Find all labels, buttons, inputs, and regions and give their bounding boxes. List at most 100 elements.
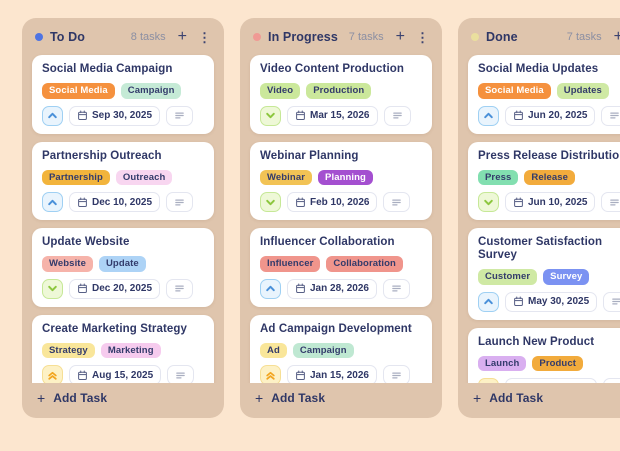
notes-button[interactable] <box>601 105 620 126</box>
column-menu-button[interactable]: ⋮ <box>198 31 211 44</box>
priority-button[interactable] <box>42 365 63 383</box>
task-card[interactable]: Partnership Outreach Partnership Outreach <box>32 141 214 220</box>
task-card[interactable]: Ad Campaign Development Ad Campaign <box>250 314 432 383</box>
notes-button[interactable] <box>603 291 620 312</box>
column-title: To Do <box>50 30 85 44</box>
add-task-label: Add Task <box>53 391 108 405</box>
notes-icon <box>392 112 402 119</box>
notes-button[interactable] <box>166 105 194 126</box>
column-title: In Progress <box>268 30 338 44</box>
task-meta: Jan 15, 2026 <box>260 365 422 383</box>
chevron-down-icon <box>266 199 275 205</box>
task-card[interactable]: Social Media Campaign Social Media Campai… <box>32 55 214 134</box>
task-tag: Webinar <box>260 169 313 185</box>
priority-button[interactable] <box>42 192 63 212</box>
notes-button[interactable] <box>382 365 410 383</box>
due-date-chip[interactable]: Jan 28, 2026 <box>287 278 377 299</box>
add-card-button[interactable]: + <box>614 29 620 45</box>
card-list: Social Media Updates Social Media Updates <box>458 53 620 383</box>
due-date-chip[interactable]: Feb 10, 2026 <box>287 192 378 212</box>
plus-icon: + <box>473 390 482 406</box>
column-task-count: 7 tasks <box>566 31 602 43</box>
priority-button[interactable] <box>42 105 63 126</box>
due-date-text: May 15, 2025 <box>528 383 589 384</box>
due-date-chip[interactable]: Jun 20, 2025 <box>505 105 596 126</box>
notes-button[interactable] <box>382 278 410 299</box>
add-task-button[interactable]: + Add Task <box>458 383 620 418</box>
task-card[interactable]: Update Website Website Update <box>32 228 214 307</box>
notes-icon <box>175 112 184 119</box>
column-menu-button[interactable]: ⋮ <box>416 31 429 44</box>
task-meta: Jun 10, 2025 <box>478 192 620 212</box>
priority-button[interactable] <box>478 291 499 312</box>
task-title: Partnership Outreach <box>42 149 162 162</box>
notes-button[interactable] <box>167 365 195 383</box>
add-card-button[interactable]: + <box>178 29 187 45</box>
task-title: Update Website <box>42 236 130 248</box>
task-tag: Customer <box>478 269 538 285</box>
notes-icon <box>175 285 184 292</box>
task-tag: Release <box>524 169 576 185</box>
priority-button[interactable] <box>478 105 499 126</box>
task-tag: Collaboration <box>326 256 403 272</box>
add-task-button[interactable]: + Add Task <box>22 383 224 418</box>
due-date-chip[interactable]: May 30, 2025 <box>505 291 598 312</box>
tag-list: Video Production <box>260 83 422 99</box>
task-title: Video Content Production <box>260 63 405 75</box>
task-card[interactable]: Social Media Updates Social Media Updates <box>468 55 620 134</box>
plus-icon: + <box>613 28 620 45</box>
task-tag: Survey <box>543 269 590 285</box>
task-tag: Outreach <box>115 169 173 185</box>
notes-button[interactable] <box>166 192 194 212</box>
task-card[interactable]: Press Release Distribution Press Release <box>468 141 620 220</box>
task-card[interactable]: Video Content Production Video Production <box>250 55 432 134</box>
due-date-text: Dec 10, 2025 <box>92 196 153 208</box>
notes-icon <box>176 372 185 378</box>
add-task-button[interactable]: + Add Task <box>240 383 442 418</box>
priority-button[interactable] <box>260 105 281 126</box>
notes-icon <box>392 199 402 205</box>
priority-button[interactable] <box>260 365 281 383</box>
tag-list: Press Release <box>478 169 620 185</box>
priority-button[interactable] <box>260 278 281 299</box>
plus-icon: + <box>177 28 187 45</box>
column-task-count: 8 tasks <box>130 31 166 43</box>
add-card-button[interactable]: + <box>396 29 405 45</box>
task-card[interactable]: Customer Satisfaction Survey Customer Sur… <box>468 228 620 320</box>
due-date-chip[interactable]: Dec 20, 2025 <box>69 278 161 299</box>
due-date-chip[interactable]: Sep 30, 2025 <box>69 105 161 126</box>
add-task-label: Add Task <box>271 391 326 405</box>
notes-button[interactable] <box>601 192 620 212</box>
due-date-chip[interactable]: Dec 10, 2025 <box>69 192 161 212</box>
due-date-text: Dec 20, 2025 <box>92 283 153 294</box>
due-date-chip[interactable]: Jan 15, 2026 <box>287 365 377 383</box>
priority-button[interactable] <box>260 192 281 212</box>
task-card[interactable]: Launch New Product Launch Product <box>468 327 620 384</box>
priority-button[interactable] <box>478 192 499 212</box>
notes-button[interactable] <box>383 105 411 126</box>
due-date-chip[interactable]: Aug 15, 2025 <box>69 365 162 383</box>
tag-list: Social Media Updates <box>478 83 620 99</box>
notes-button[interactable] <box>603 378 620 383</box>
priority-button[interactable] <box>42 278 63 299</box>
notes-button[interactable] <box>166 278 194 299</box>
due-date-chip[interactable]: Jun 10, 2025 <box>505 192 596 212</box>
calendar-icon <box>78 370 87 380</box>
notes-icon <box>610 112 620 119</box>
due-date-chip[interactable]: Mar 15, 2026 <box>287 105 378 126</box>
chevron-down-icon <box>266 112 275 119</box>
task-card[interactable]: Webinar Planning Webinar Planning <box>250 141 432 220</box>
due-date-text: Aug 15, 2025 <box>92 369 154 381</box>
kanban-column: To Do 8 tasks + ⋮ Social Media Campaign … <box>22 18 224 418</box>
task-tag: Marketing <box>100 342 161 358</box>
task-tag: Press <box>478 169 519 185</box>
task-tag: Update <box>98 256 146 272</box>
notes-icon <box>612 298 620 305</box>
notes-icon <box>610 199 620 205</box>
task-card[interactable]: Create Marketing Strategy Strategy Market… <box>32 314 214 383</box>
card-list: Social Media Campaign Social Media Campai… <box>22 53 224 383</box>
task-card[interactable]: Influencer Collaboration Influencer Colla… <box>250 228 432 307</box>
notes-icon <box>392 285 401 292</box>
notes-button[interactable] <box>383 192 411 212</box>
task-meta: Dec 20, 2025 <box>42 278 204 299</box>
